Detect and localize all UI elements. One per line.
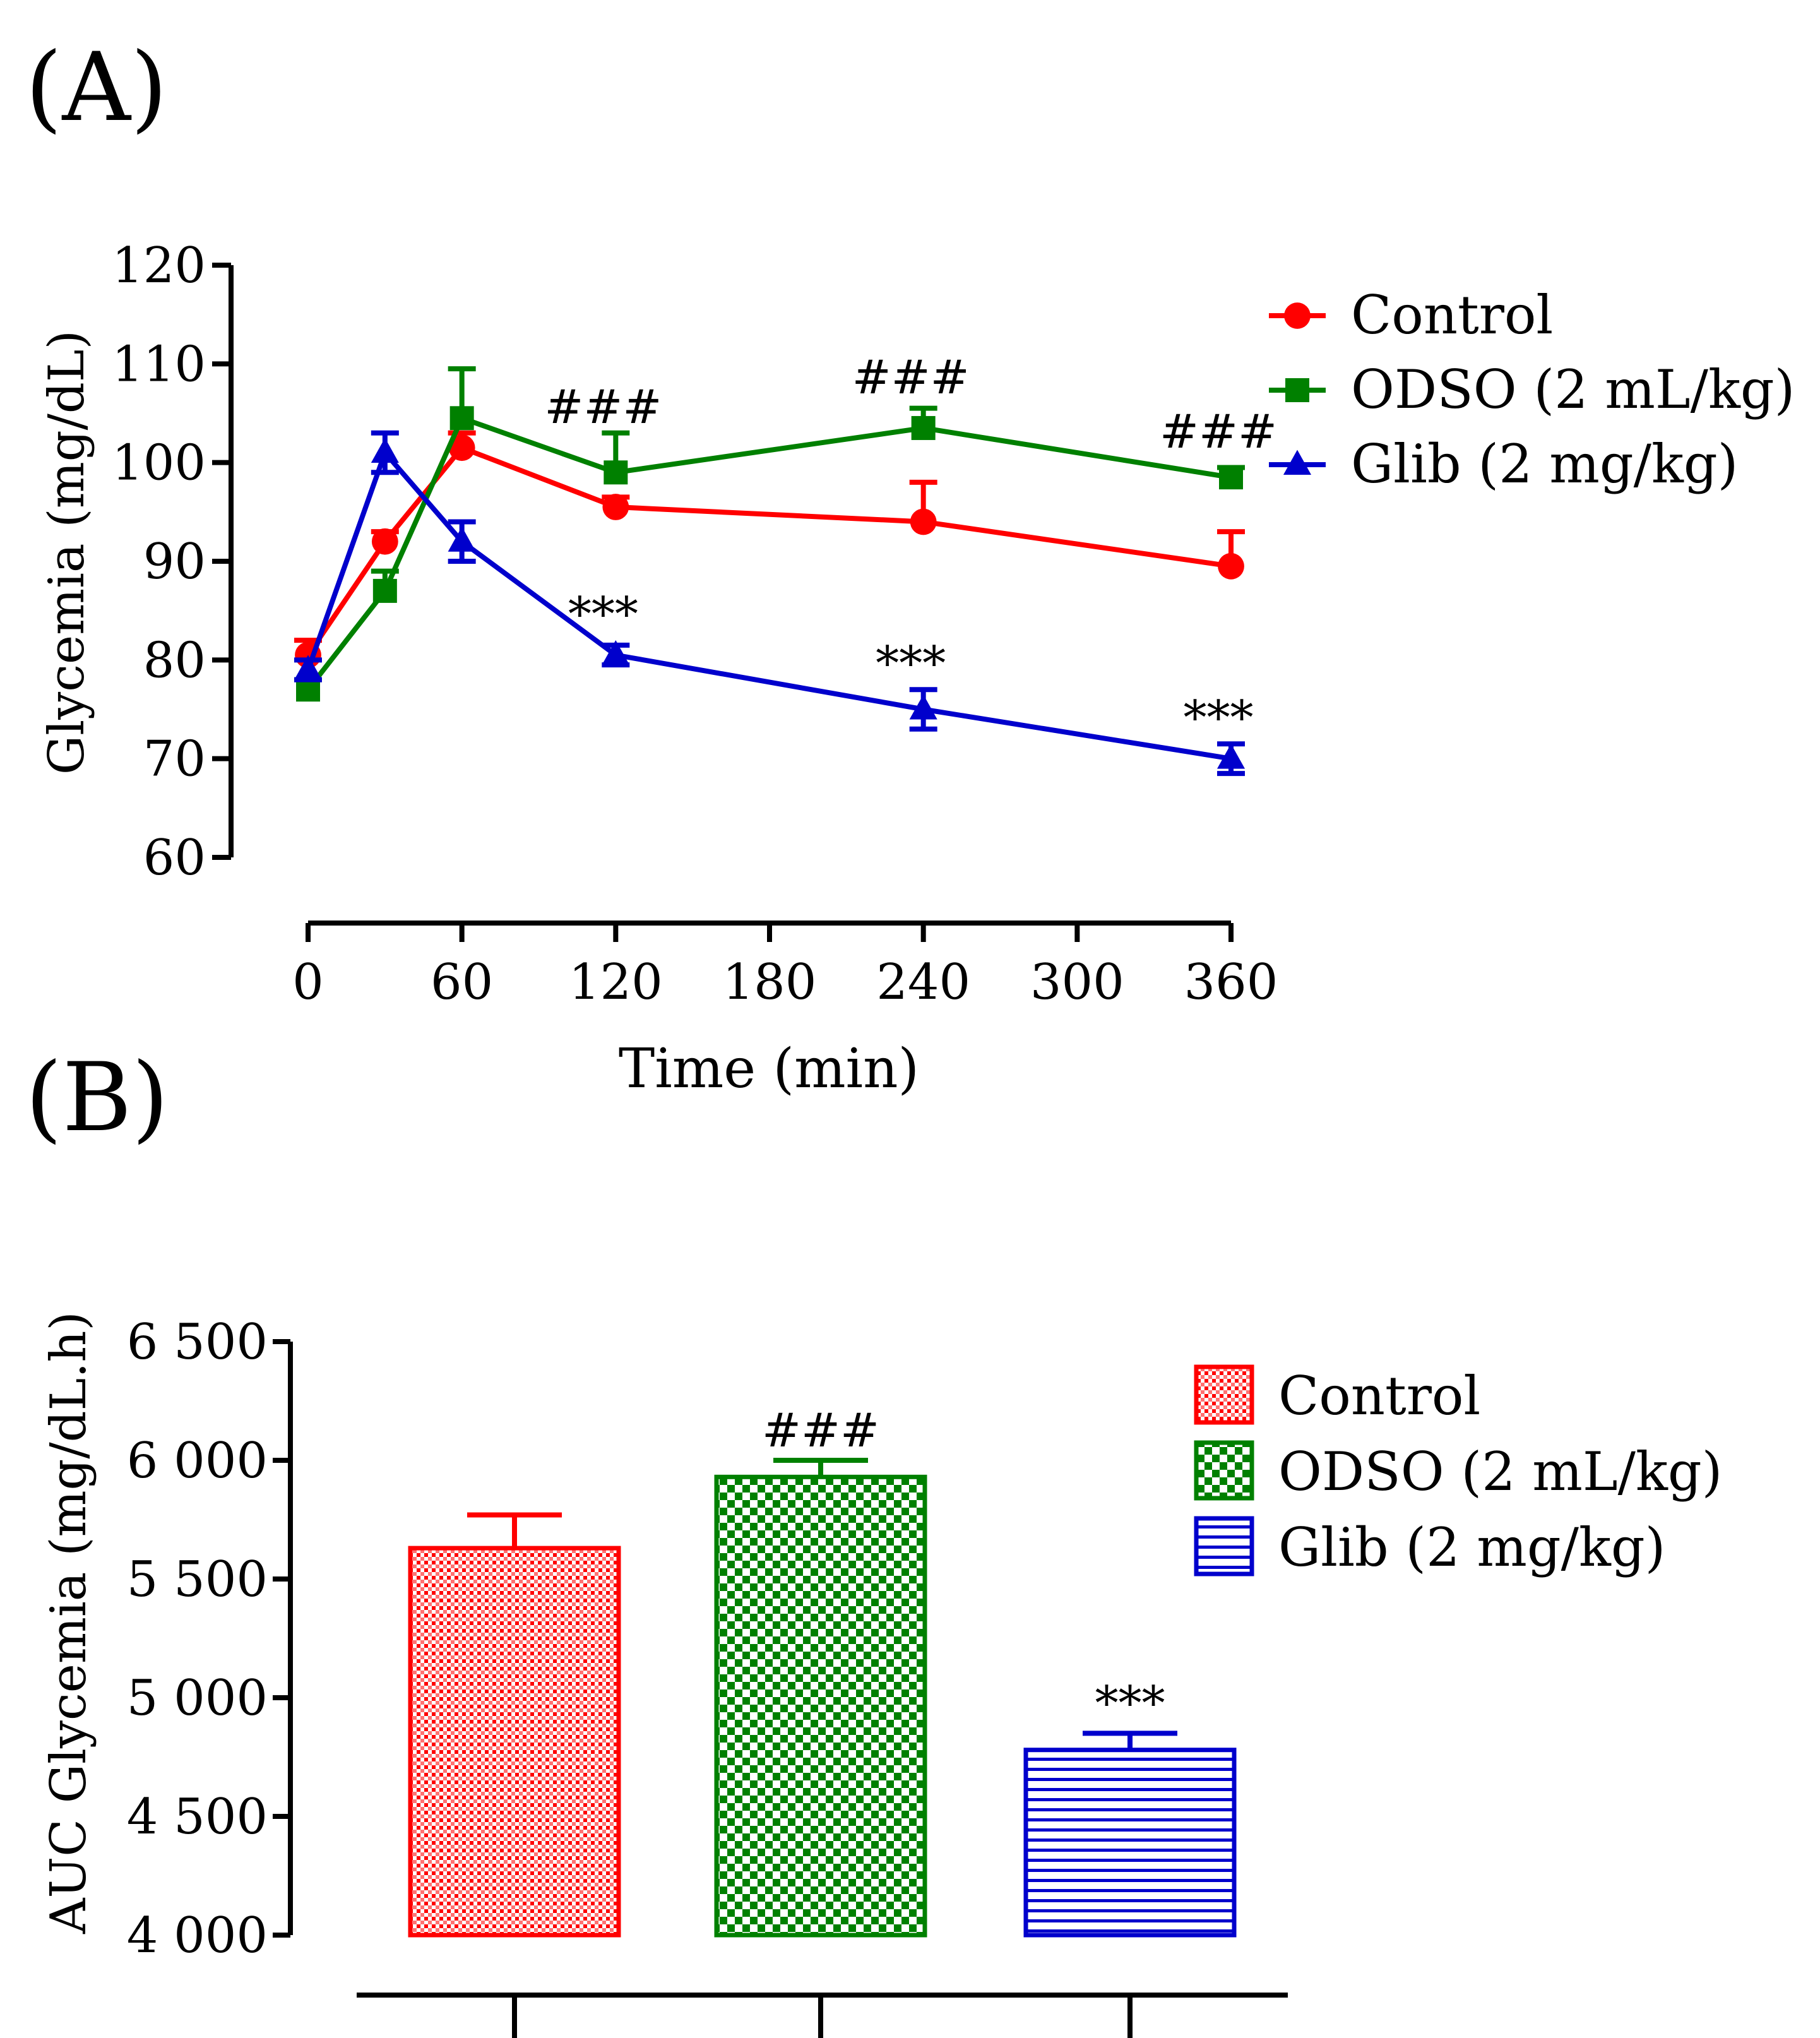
panel-a-significance-label: ***	[876, 637, 946, 691]
panel-a-y-tick-label: 110	[112, 336, 206, 393]
panel-a-y-tick-label: 100	[112, 435, 206, 492]
panel-a-y-tick-label: 90	[143, 533, 206, 590]
panel-a-significance-label: ###	[1160, 405, 1277, 459]
panel-a-y-tick-label: 60	[143, 830, 206, 886]
panel-a-point	[372, 578, 397, 603]
panel-a-y-tick-label: 70	[143, 731, 206, 788]
panel-b-significance-label: ***	[1095, 1676, 1165, 1731]
panel-a-line-chart: Glycemia (mg/dL) Time (min) 60 70 80 90 100 1…	[39, 237, 1795, 1100]
panel-a-significance-label: ***	[1184, 691, 1254, 746]
panel-a-y-tick-label: 120	[112, 237, 206, 294]
panel-a-point	[910, 508, 937, 535]
panel-a-legend-label: Control	[1351, 284, 1553, 346]
panel-a-point	[604, 460, 628, 485]
panel-b-y-tick-label: 5 000	[127, 1670, 268, 1727]
panel-b-y-tick-label: 6 500	[127, 1314, 268, 1371]
panel-a-significance-label: ###	[544, 380, 662, 434]
panel-b-y-tick-label: 5 500	[127, 1551, 268, 1608]
panel-a-series-line	[306, 448, 1232, 761]
panel-b-y-tick-label: 6 000	[127, 1433, 268, 1489]
panel-a-series-line	[306, 415, 1232, 691]
panel-a-series-0	[294, 430, 1245, 669]
panel-b-legend-swatch	[1194, 1440, 1254, 1501]
panel-a-label: (A)	[25, 33, 167, 143]
panel-b-significance-label: ###	[762, 1403, 879, 1458]
panel-a-point	[448, 434, 475, 462]
panel-a-point	[449, 406, 474, 431]
panel-a-significance-label: ***	[568, 587, 638, 641]
panel-b-legend-swatch	[1194, 1516, 1254, 1576]
panel-a-legend-marker	[1285, 378, 1309, 402]
panel-a-point	[294, 655, 323, 680]
panel-a-legend-label: Glib (2 mg/kg)	[1351, 433, 1738, 495]
panel-b-legend-swatch	[1194, 1364, 1254, 1425]
panel-b-bar	[714, 1474, 927, 1938]
panel-b-legend-label: ODSO (2 mL/kg)	[1278, 1441, 1722, 1503]
panel-b-legend-label: Control	[1278, 1365, 1480, 1427]
panel-a-point	[602, 640, 630, 665]
panel-a-point	[911, 415, 936, 440]
panel-a-point	[909, 694, 937, 720]
panel-a-series-1	[294, 366, 1245, 702]
panel-a-point	[371, 438, 399, 463]
panel-a-x-tick-label: 180	[723, 954, 817, 1011]
panel-a-x-tick-label: 120	[569, 954, 663, 1011]
panel-a-point	[602, 494, 629, 520]
panel-b-y-axis-label: AUC Glycemia (mg/dL.h)	[40, 1311, 97, 1934]
panel-a-x-axis-label: Time (min)	[619, 1037, 919, 1100]
panel-a-point	[371, 528, 398, 555]
panel-b-bar-chart: AUC Glycemia (mg/dL.h) 4 000 4 500 5 000 5 …	[40, 1311, 1722, 2038]
panel-b-label: (B)	[25, 1043, 169, 1153]
panel-b-y-tick-label: 4 000	[127, 1907, 268, 1964]
panel-a-y-tick-label: 80	[143, 632, 206, 689]
panel-a-series-line	[306, 444, 1232, 657]
panel-b-bar	[1023, 1748, 1237, 1938]
panel-a-x-tick-label: 60	[431, 954, 493, 1011]
panel-a-legend-marker	[1284, 302, 1311, 329]
panel-b-bar	[408, 1546, 621, 1938]
panel-a-significance-label: ###	[852, 350, 970, 405]
panel-a-x-tick-label: 0	[292, 954, 324, 1011]
panel-a-point	[1218, 552, 1244, 580]
panel-a-x-tick-label: 240	[876, 954, 970, 1011]
panel-b-legend-label: Glib (2 mg/kg)	[1278, 1517, 1665, 1578]
panel-a-legend-marker	[1283, 450, 1312, 475]
panel-a-x-tick-label: 360	[1184, 954, 1278, 1011]
panel-a-point	[448, 527, 476, 552]
panel-a-series-2	[294, 430, 1246, 777]
panel-a-point	[1216, 744, 1246, 769]
panel-a-point	[1219, 465, 1243, 490]
panel-a-y-axis-label: Glycemia (mg/dL)	[39, 330, 95, 775]
panel-a-x-tick-label: 300	[1030, 954, 1124, 1011]
panel-a-legend-label: ODSO (2 mL/kg)	[1351, 359, 1795, 420]
panel-b-y-tick-label: 4 500	[127, 1789, 268, 1845]
